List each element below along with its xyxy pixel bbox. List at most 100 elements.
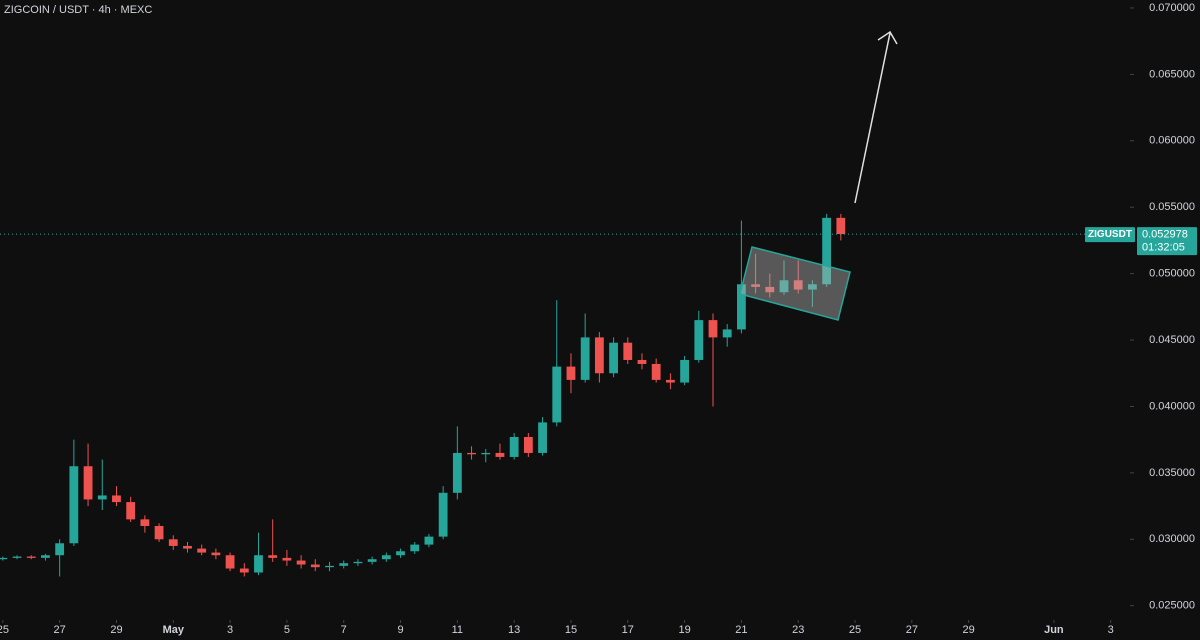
candle-body — [239, 568, 249, 573]
candle-body — [566, 366, 576, 380]
candle-body — [722, 329, 732, 338]
candle-body — [779, 280, 789, 293]
candle-body — [353, 561, 363, 564]
candle-body — [211, 552, 221, 556]
candle-body — [651, 363, 661, 380]
arrow-head — [877, 30, 898, 45]
x-tick-label: Jun — [1044, 624, 1064, 636]
chart-title: ZIGCOIN / USDT · 4h · MEXC — [4, 4, 152, 16]
candle-body — [296, 560, 306, 565]
candle-body — [268, 555, 278, 558]
candle-body — [183, 545, 192, 549]
candle-body — [26, 556, 36, 558]
candle-body — [41, 555, 50, 558]
candle-body — [339, 563, 349, 566]
candle-body — [126, 502, 136, 520]
candle-body — [381, 555, 391, 560]
candle-body — [282, 557, 292, 561]
y-tick-label: 0.040000 — [1149, 400, 1195, 412]
candle-body — [765, 286, 775, 293]
candle-body — [168, 539, 178, 546]
candle-body — [154, 526, 164, 540]
y-tick-label: 0.045000 — [1149, 334, 1195, 346]
countdown-label: 01:32:05 — [1142, 241, 1185, 253]
symbol-label: ZIGUSDT — [1088, 229, 1132, 240]
candle-body — [83, 466, 93, 500]
candle-body — [367, 559, 377, 562]
last-price-label: 0.052978 — [1142, 228, 1188, 240]
candle-body — [523, 437, 533, 453]
candle-body — [538, 422, 547, 453]
candle-body — [410, 544, 420, 552]
x-tick-label: 25 — [849, 624, 861, 636]
price-badge — [1137, 227, 1197, 256]
x-tick-label: 25 — [0, 624, 9, 636]
y-tick-label: 0.070000 — [1149, 2, 1195, 14]
x-tick-label: 11 — [452, 624, 463, 636]
candle-body — [310, 564, 320, 568]
candle-body — [55, 543, 65, 556]
x-tick-label: 15 — [565, 624, 577, 636]
candle-body — [594, 337, 604, 374]
y-tick-label: 0.035000 — [1149, 467, 1195, 479]
y-tick-label: 0.055000 — [1149, 201, 1195, 213]
candle-body — [225, 555, 235, 569]
candle-body — [325, 565, 334, 568]
y-tick-label: 0.065000 — [1149, 68, 1195, 80]
symbol-badge — [1085, 227, 1135, 243]
candle-body — [97, 495, 107, 500]
candle-body — [112, 495, 121, 503]
candle-body — [424, 536, 434, 545]
candle-body — [140, 519, 150, 527]
x-tick-label: May — [163, 624, 185, 636]
y-tick-label: 0.060000 — [1149, 135, 1195, 147]
x-tick-label: 9 — [397, 624, 403, 636]
candle-body — [694, 320, 704, 360]
flag-drawing — [739, 246, 851, 321]
candle-body — [708, 320, 718, 338]
x-tick-label: 13 — [508, 624, 520, 636]
x-tick-label: 21 — [735, 624, 747, 636]
candle-body — [495, 452, 505, 457]
candle-body — [836, 217, 846, 235]
x-tick-label: 29 — [963, 624, 975, 636]
candle-body — [680, 359, 689, 383]
x-tick-label: 3 — [227, 624, 233, 636]
x-tick-label: 19 — [678, 624, 690, 636]
candle-body — [637, 359, 647, 364]
y-tick-label: 0.050000 — [1149, 268, 1195, 280]
candle-body — [623, 342, 633, 360]
candle-body — [808, 284, 817, 290]
candle-body — [751, 284, 761, 287]
x-tick-label: 29 — [110, 624, 122, 636]
candle-body — [580, 337, 590, 380]
arrow-drawing — [854, 32, 891, 204]
candle-body — [197, 548, 207, 553]
candle-body — [552, 366, 562, 423]
candle-body — [0, 557, 8, 560]
y-tick-label: 0.025000 — [1149, 600, 1195, 612]
candle-body — [609, 342, 618, 374]
candle-body — [481, 452, 491, 455]
candle-body — [438, 492, 448, 537]
candle-body — [12, 556, 22, 558]
candle-body — [69, 466, 79, 544]
x-tick-label: 3 — [1108, 624, 1114, 636]
candle-body — [822, 217, 832, 285]
x-tick-label: 17 — [622, 624, 634, 636]
x-tick-label: 27 — [906, 624, 918, 636]
candle-body — [793, 280, 803, 290]
x-tick-label: 7 — [341, 624, 347, 636]
candle-body — [254, 555, 263, 573]
plot-area — [0, 213, 846, 577]
candle-body — [665, 379, 675, 383]
candle-body — [396, 551, 405, 556]
x-tick-label: 5 — [284, 624, 290, 636]
candle-body — [452, 452, 462, 493]
candle-body — [509, 437, 519, 457]
candle-body — [736, 284, 746, 330]
y-tick-label: 0.030000 — [1149, 533, 1195, 545]
x-tick-label: 23 — [792, 624, 804, 636]
